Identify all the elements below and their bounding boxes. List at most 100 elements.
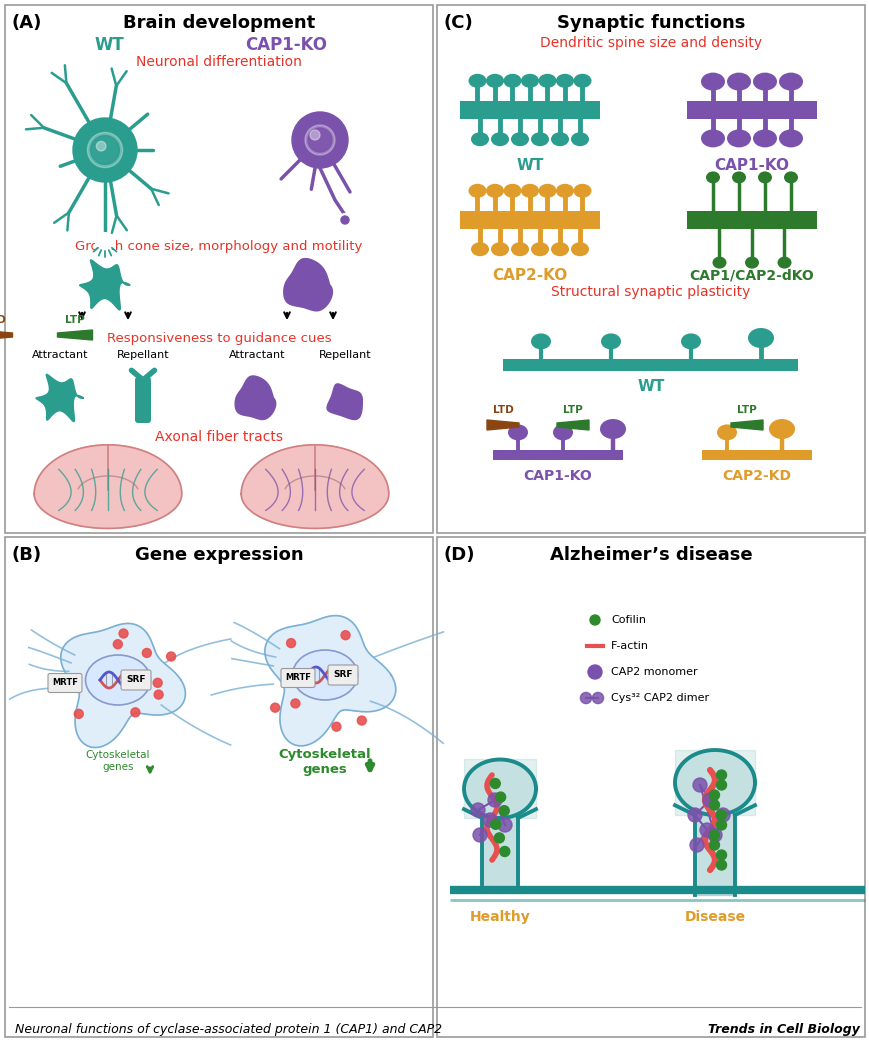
Polygon shape (61, 624, 185, 747)
Circle shape (716, 810, 726, 820)
Ellipse shape (530, 133, 548, 146)
Text: WT: WT (515, 158, 543, 173)
Text: Alzheimer’s disease: Alzheimer’s disease (549, 545, 752, 564)
Circle shape (339, 214, 350, 226)
Text: F-actin: F-actin (610, 641, 648, 651)
Polygon shape (283, 258, 332, 310)
Text: CAP2 monomer: CAP2 monomer (610, 667, 697, 677)
Polygon shape (556, 420, 588, 429)
Circle shape (700, 823, 713, 837)
Circle shape (153, 678, 162, 688)
Circle shape (154, 690, 163, 699)
Ellipse shape (753, 130, 776, 147)
Ellipse shape (490, 242, 508, 256)
Circle shape (708, 800, 719, 810)
Text: CAP1/CAP2-dKO: CAP1/CAP2-dKO (689, 268, 813, 282)
Circle shape (494, 833, 504, 843)
Circle shape (357, 716, 366, 725)
Ellipse shape (731, 171, 745, 184)
Circle shape (716, 860, 726, 870)
Ellipse shape (680, 333, 700, 349)
FancyBboxPatch shape (135, 377, 151, 423)
Circle shape (341, 216, 348, 224)
Circle shape (482, 813, 496, 827)
Polygon shape (481, 818, 517, 890)
Ellipse shape (783, 171, 797, 184)
Ellipse shape (530, 242, 548, 256)
Polygon shape (235, 376, 275, 419)
FancyBboxPatch shape (687, 211, 816, 229)
Circle shape (96, 141, 106, 150)
Ellipse shape (747, 328, 773, 348)
Ellipse shape (716, 424, 736, 440)
Text: CAP2-KD: CAP2-KD (721, 469, 791, 483)
FancyBboxPatch shape (460, 101, 600, 119)
Ellipse shape (570, 133, 588, 146)
Text: WT: WT (637, 379, 664, 394)
Circle shape (270, 703, 279, 712)
FancyBboxPatch shape (5, 5, 433, 533)
Circle shape (143, 649, 151, 657)
Circle shape (305, 125, 335, 155)
Circle shape (119, 629, 128, 638)
Circle shape (308, 127, 332, 152)
Ellipse shape (538, 74, 556, 88)
Circle shape (707, 828, 721, 842)
Ellipse shape (555, 184, 574, 198)
FancyBboxPatch shape (460, 211, 600, 229)
Ellipse shape (600, 333, 620, 349)
Circle shape (497, 818, 512, 832)
Ellipse shape (573, 184, 591, 198)
Circle shape (73, 118, 136, 182)
FancyBboxPatch shape (503, 359, 798, 371)
Circle shape (167, 652, 176, 661)
Circle shape (489, 779, 500, 789)
Ellipse shape (570, 242, 588, 256)
Ellipse shape (292, 650, 357, 700)
Text: Axonal fiber tracts: Axonal fiber tracts (155, 429, 282, 444)
Ellipse shape (530, 333, 550, 349)
Circle shape (286, 638, 295, 648)
Circle shape (689, 838, 703, 852)
Polygon shape (80, 260, 130, 310)
Ellipse shape (700, 130, 724, 147)
FancyBboxPatch shape (493, 450, 622, 460)
Text: Gene expression: Gene expression (135, 545, 303, 564)
Text: WT: WT (95, 36, 124, 54)
Ellipse shape (777, 257, 791, 269)
Circle shape (716, 780, 726, 790)
Circle shape (96, 233, 114, 251)
Text: LTP: LTP (736, 405, 756, 415)
Ellipse shape (726, 72, 750, 91)
Circle shape (332, 722, 341, 731)
Text: Responsiveness to guidance cues: Responsiveness to guidance cues (107, 332, 331, 345)
FancyBboxPatch shape (436, 5, 864, 533)
Circle shape (592, 693, 603, 703)
Text: Repellant: Repellant (116, 350, 169, 359)
Circle shape (708, 790, 719, 800)
Text: LTP: LTP (562, 405, 582, 415)
Circle shape (716, 770, 726, 780)
Ellipse shape (490, 133, 508, 146)
FancyBboxPatch shape (121, 670, 151, 690)
Polygon shape (327, 384, 362, 419)
Ellipse shape (553, 424, 573, 440)
Ellipse shape (705, 171, 720, 184)
Circle shape (687, 808, 701, 822)
Polygon shape (674, 750, 754, 895)
Circle shape (495, 792, 505, 803)
Ellipse shape (503, 74, 521, 88)
Ellipse shape (510, 133, 528, 146)
Circle shape (716, 850, 726, 860)
Text: Brain development: Brain development (123, 14, 315, 32)
Ellipse shape (470, 242, 488, 256)
Circle shape (341, 631, 349, 640)
Text: Cofilin: Cofilin (610, 616, 646, 625)
Polygon shape (463, 760, 535, 890)
Text: MRTF: MRTF (285, 673, 310, 682)
Text: SRF: SRF (333, 671, 352, 679)
Circle shape (693, 777, 706, 792)
FancyBboxPatch shape (687, 101, 816, 119)
Circle shape (716, 820, 726, 830)
Ellipse shape (538, 184, 556, 198)
